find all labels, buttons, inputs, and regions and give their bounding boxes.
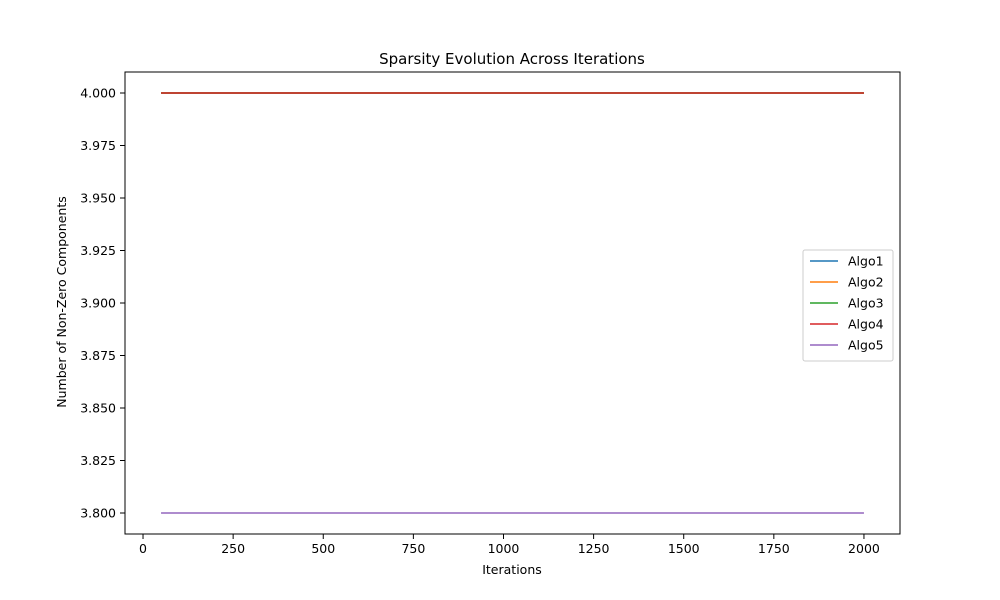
y-tick-label: 3.975 bbox=[80, 138, 116, 153]
y-tick-label: 3.800 bbox=[80, 506, 116, 521]
y-tick-label: 3.900 bbox=[80, 296, 116, 311]
x-tick-label: 750 bbox=[401, 541, 425, 556]
legend-label-algo1: Algo1 bbox=[848, 254, 884, 269]
x-tick-label: 1000 bbox=[488, 541, 520, 556]
y-tick-label: 3.950 bbox=[80, 191, 116, 206]
legend-label-algo5: Algo5 bbox=[848, 338, 884, 353]
legend-label-algo3: Algo3 bbox=[848, 296, 884, 311]
x-tick-label: 1750 bbox=[758, 541, 790, 556]
y-tick-label: 4.000 bbox=[80, 86, 116, 101]
x-tick-label: 1500 bbox=[668, 541, 700, 556]
x-tick-label: 500 bbox=[311, 541, 335, 556]
y-tick-label: 3.850 bbox=[80, 401, 116, 416]
x-tick-label: 0 bbox=[139, 541, 147, 556]
y-tick-label: 3.875 bbox=[80, 348, 116, 363]
x-axis-title: Iterations bbox=[482, 562, 542, 577]
chart-title: Sparsity Evolution Across Iterations bbox=[379, 50, 645, 68]
y-axis: 3.800 3.825 3.850 3.875 3.900 3.925 3.950 3.975… bbox=[80, 86, 125, 521]
y-tick-label: 3.925 bbox=[80, 243, 116, 258]
y-tick-label: 3.825 bbox=[80, 453, 116, 468]
x-tick-label: 250 bbox=[221, 541, 245, 556]
x-axis: 0 250 500 750 1000 1250 1500 1750 2000 bbox=[139, 534, 880, 556]
legend-label-algo2: Algo2 bbox=[848, 275, 884, 290]
plot-area-frame bbox=[124, 71, 901, 535]
legend: Algo1 Algo2 Algo3 Algo4 Algo5 bbox=[802, 249, 894, 362]
legend-box bbox=[802, 249, 894, 362]
y-axis-title: Number of Non-Zero Components bbox=[54, 196, 69, 407]
x-tick-label: 1250 bbox=[578, 541, 610, 556]
legend-label-algo4: Algo4 bbox=[848, 317, 884, 332]
x-tick-label: 2000 bbox=[848, 541, 880, 556]
series-layer bbox=[161, 92, 864, 514]
